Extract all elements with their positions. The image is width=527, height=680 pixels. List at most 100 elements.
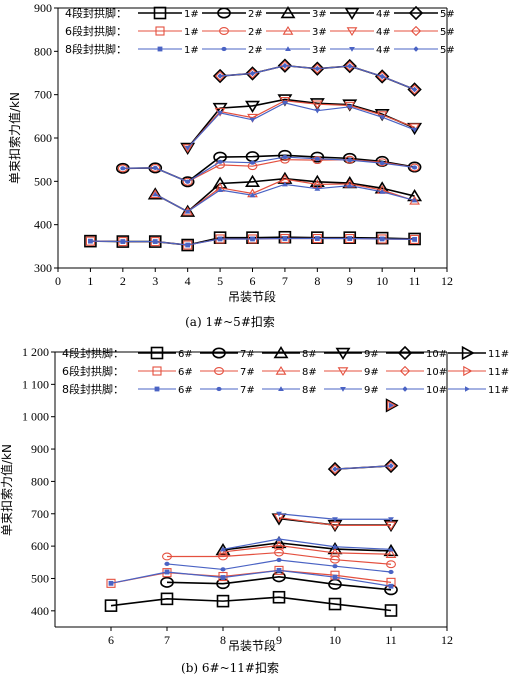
data-point-3#-group3 [379, 188, 386, 194]
data-point-5#-group3 [379, 73, 385, 80]
data-point-5#-group3 [282, 62, 288, 69]
legend-entry-5#: 5# [440, 27, 455, 38]
legend-group-label: 8段封拱脚： [62, 382, 124, 396]
data-point-7#-group3 [388, 569, 394, 575]
legend-marker-5# [413, 46, 419, 52]
data-point-9#-group2 [329, 521, 341, 531]
data-point-6#-group1 [160, 592, 174, 606]
data-point-1#-group3 [88, 238, 93, 244]
series-line-6#-group3 [110, 569, 392, 587]
series-line-10#-group3 [334, 465, 392, 470]
legend-entry-8#: 8# [302, 367, 317, 378]
legend-group-label: 6段封拱脚： [65, 24, 127, 38]
chart-caption-b: (b) 6#~11#扣索 [181, 661, 279, 675]
data-point-3#-group1 [180, 204, 196, 217]
data-point-5#-group2 [344, 60, 355, 72]
data-point-2#-group3 [217, 159, 223, 164]
y-tick-label: 1 100 [22, 377, 49, 391]
legend-marker-2# [221, 46, 227, 52]
plot-area-b [54, 351, 448, 628]
data-point-6#-group3 [332, 574, 338, 580]
legend-entry-6#: 6# [178, 385, 193, 396]
data-point-8#-group3 [276, 536, 282, 542]
data-point-3#-group1 [147, 187, 163, 200]
legend-entry-8#: 8# [302, 349, 317, 360]
data-point-4#-group2 [182, 144, 194, 154]
legend-marker-8# [275, 365, 287, 375]
legend-entry-6#: 6# [178, 349, 193, 360]
data-point-1#-group3 [152, 239, 158, 244]
series-line-2#-group2 [122, 159, 415, 183]
data-point-6#-group1 [104, 599, 118, 612]
data-point-6#-group1 [328, 597, 342, 611]
data-point-3#-group3 [152, 191, 159, 197]
legend-group-label: 4段封拱脚： [62, 346, 124, 360]
data-point-3#-group3 [184, 208, 191, 214]
x-tick-label: 9 [347, 274, 353, 288]
y-tick-label: 900 [31, 442, 49, 456]
legend-marker-3# [285, 46, 291, 51]
x-tick-label: 3 [152, 274, 158, 288]
data-point-4#-group3 [249, 117, 256, 123]
legend-marker-7# [216, 386, 222, 392]
data-point-5#-group1 [342, 58, 357, 74]
x-tick-label: 9 [276, 633, 282, 647]
data-point-8#-group1 [383, 543, 399, 557]
x-tick-label: 10 [376, 274, 388, 288]
legend-marker-3# [282, 25, 294, 35]
data-point-6#-group3 [388, 583, 394, 589]
data-point-10#-group2 [385, 460, 397, 472]
legend-marker-8# [278, 386, 284, 391]
data-point-7#-group2 [386, 560, 396, 569]
legend-marker-6# [154, 386, 160, 392]
data-point-7#-group1 [160, 576, 174, 588]
data-point-3#-group3 [346, 182, 353, 188]
data-point-2#-group2 [182, 177, 193, 186]
series-line-9#-group2 [278, 517, 391, 527]
data-point-6#-group1 [216, 594, 230, 608]
y-tick-label: 700 [34, 88, 52, 102]
data-point-5#-group3 [249, 70, 256, 77]
data-point-3#-group2 [409, 195, 420, 205]
y-tick-label: 300 [34, 261, 52, 275]
legend-entry-1#: 1# [184, 45, 199, 56]
legend-entry-2#: 2# [248, 45, 263, 56]
legend-marker-5# [408, 5, 424, 21]
legend-marker-7# [212, 347, 226, 359]
y-axis-label-b: 单束扣索力值/kN [0, 444, 14, 536]
y-tick-label: 500 [34, 174, 52, 188]
series-line-4#-group2 [187, 100, 415, 149]
series-line-6#-group2 [110, 569, 392, 584]
legend-group-label: 4段封拱脚： [65, 6, 127, 20]
x-tick-label: 12 [441, 633, 453, 647]
legend-entry-6#: 6# [178, 367, 193, 378]
series-line-8#-group1 [222, 542, 392, 552]
data-point-10#-group3 [388, 463, 394, 469]
x-tick-label: 7 [164, 633, 170, 647]
data-point-3#-group3 [282, 181, 288, 187]
legend-marker-2# [217, 7, 231, 19]
legend-marker-6# [152, 366, 162, 376]
data-point-5#-group3 [217, 73, 223, 79]
data-point-5#-group1 [277, 58, 293, 73]
x-tick-label: 7 [282, 274, 288, 288]
data-point-6#-group1 [384, 604, 398, 617]
legend-entry-9#: 9# [364, 367, 379, 378]
data-point-6#-group3 [276, 567, 282, 573]
data-point-9#-group3 [388, 517, 394, 523]
legend-entry-7#: 7# [240, 367, 255, 378]
data-point-4#-group3 [314, 108, 321, 114]
legend-entry-5#: 5# [440, 45, 455, 56]
legend-marker-4# [346, 27, 358, 37]
data-point-7#-group2 [162, 552, 172, 561]
legend-entry-2#: 2# [248, 9, 263, 20]
data-point-8#-group2 [385, 549, 397, 558]
legend-marker-10# [397, 345, 413, 361]
x-tick-label: 11 [409, 274, 421, 288]
data-point-9#-group3 [276, 511, 282, 517]
x-tick-label: 10 [329, 633, 341, 647]
y-tick-label: 500 [31, 571, 49, 585]
legend-entry-3#: 3# [312, 9, 327, 20]
legend-marker-11# [463, 365, 473, 377]
series-line-2#-group3 [122, 156, 415, 183]
